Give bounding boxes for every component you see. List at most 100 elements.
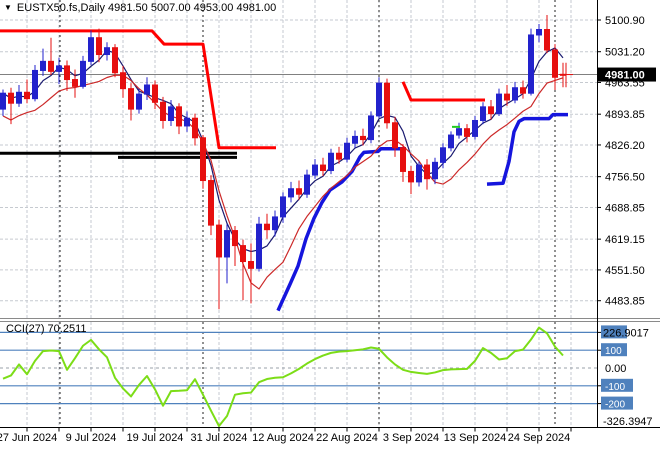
candle (216, 224, 222, 258)
candle (184, 117, 190, 127)
candle (80, 60, 86, 87)
candle (72, 79, 78, 87)
candle (496, 93, 502, 115)
candle (360, 135, 366, 141)
candle (32, 69, 38, 100)
candle (456, 128, 462, 136)
candle (224, 230, 230, 258)
date-axis-label: 19 Jul 2024 (127, 432, 184, 444)
cci-panel[interactable] (0, 322, 597, 427)
candle (120, 72, 126, 90)
candle (88, 37, 94, 62)
price-axis-label: 4619.15 (605, 234, 645, 246)
cci-level-badge (601, 378, 633, 392)
price-axis-label: 4483.85 (605, 296, 645, 308)
candle (488, 106, 494, 115)
candle (392, 122, 398, 149)
current-price-label: 4981.00 (605, 70, 645, 82)
candle (432, 161, 438, 180)
current-price-badge (598, 67, 656, 82)
candle (352, 135, 358, 144)
candle (368, 115, 374, 141)
cci-level-badge (601, 343, 627, 357)
candle (320, 164, 326, 172)
cci-level-badge (601, 396, 633, 410)
chevron-down-icon[interactable]: ▼ (4, 3, 12, 12)
price-axis-label: 4826.20 (605, 140, 645, 152)
candle (64, 65, 70, 81)
candle (472, 119, 478, 137)
candle (40, 60, 46, 71)
candle (424, 164, 430, 180)
candle (248, 261, 254, 269)
price-panel[interactable] (0, 0, 597, 318)
date-axis-label: 12 Aug 2024 (252, 432, 314, 444)
ma-slow-line (2, 74, 564, 290)
candle (344, 142, 350, 160)
candle (112, 47, 118, 74)
chart-title: EUSTX50.fs,Daily 4981.50 5007.00 4953.00… (16, 2, 277, 14)
candle (144, 84, 150, 95)
candle (312, 164, 318, 176)
candle (440, 147, 446, 163)
candle (416, 164, 422, 183)
candle (544, 29, 550, 51)
trend-stop-line-red (401, 81, 485, 102)
candle (528, 34, 534, 94)
candle (288, 188, 294, 198)
date-axis-label: 27 Jun 2024 (0, 432, 57, 444)
date-axis-label: 13 Sep 2024 (444, 432, 506, 444)
candle (240, 245, 246, 263)
cci-zero-label: 0.00 (605, 363, 626, 375)
candle (520, 87, 526, 94)
candle (264, 223, 270, 231)
price-axis-label: 5031.20 (605, 47, 645, 59)
cci-min-label: -326.3947 (603, 416, 653, 428)
trend-stop-line-red (0, 29, 276, 150)
candle (16, 91, 22, 104)
cci-line (2, 326, 564, 427)
candle (280, 196, 286, 218)
candle (512, 87, 518, 101)
price-axis-label: 5100.90 (605, 15, 645, 27)
candle (192, 117, 198, 139)
candle (408, 170, 414, 183)
candle (96, 37, 102, 56)
candle (376, 82, 382, 117)
candle (464, 128, 470, 137)
date-axis-label: 24 Sep 2024 (508, 432, 570, 444)
candle (232, 230, 238, 247)
date-axis-label: 3 Sep 2024 (383, 432, 439, 444)
price-axis-label: 4551.50 (605, 265, 645, 277)
candle (328, 152, 334, 172)
candle (552, 49, 558, 78)
candle (384, 82, 390, 124)
trend-stop-line-blue (486, 112, 568, 186)
candle (104, 47, 110, 56)
price-axis-label: 4688.85 (605, 202, 645, 214)
price-axis-label: 4893.85 (605, 109, 645, 121)
candle (136, 93, 142, 110)
date-axis-label: 31 Jul 2024 (191, 432, 248, 444)
candle (208, 180, 214, 226)
candle (480, 106, 486, 121)
candle (272, 216, 278, 231)
candle (0, 92, 6, 110)
candle (504, 93, 510, 101)
price-axis-label: 4756.50 (605, 172, 645, 184)
candle (128, 88, 134, 110)
candle (296, 188, 302, 195)
candle (56, 65, 62, 72)
candle (304, 174, 310, 195)
candle (336, 152, 342, 160)
cci-level-label: 100 (605, 346, 622, 357)
candle (152, 84, 158, 103)
cci-level-label: -200 (605, 400, 625, 411)
cci-max-label: 226.9017 (603, 327, 649, 339)
candle (48, 60, 54, 72)
date-axis-label: 9 Jul 2024 (66, 432, 117, 444)
